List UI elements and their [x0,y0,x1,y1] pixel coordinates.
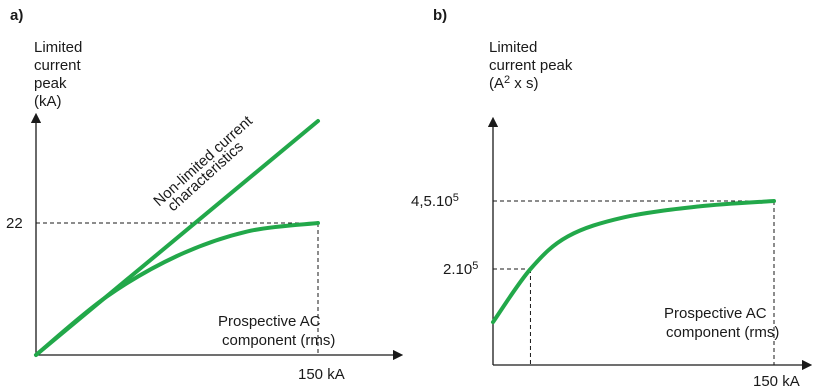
panel-a-label: a) [10,7,23,24]
x-tick-150ka-a: 150 kA [298,366,345,383]
x-tick-150ka-b: 150 kA [753,373,800,389]
y-tick-2e5: 2.105 [443,260,478,278]
chart-b: b) Limited current peak (A2 x s) 4,5.105… [411,7,813,389]
y-axis-label-a-line1: Limited [34,39,82,56]
series-limited-curve-a [34,221,320,357]
x-axis-label-a-line1: Prospective AC [218,313,321,330]
y-axis-label-a-line3: peak [34,75,67,92]
y-tick-4-5e5: 4,5.105 [411,192,459,210]
x-axis-label-a-line2: component (rms) [222,332,335,349]
x-axis-label-b-line1: Prospective AC [664,305,767,322]
panel-b-label: b) [433,7,447,24]
chart-a: a) Limited current peak (kA) 22 150 kA P… [6,7,404,383]
series-limited-curve-b [491,199,776,325]
y-axis-label-b-line2: current peak [489,57,573,74]
y-axis-label-b-line1: Limited [489,39,537,56]
x-axis-label-b-line2: component (rms) [666,324,779,341]
y-axis-label-a-line4: (kA) [34,93,62,110]
y-axis-label-b-line3: (A2 x s) [489,74,538,92]
y-axis-label-a-line2: current [34,57,82,74]
y-tick-22: 22 [6,215,23,232]
annotation-non-limited-line1: Non-limited current [150,112,256,210]
